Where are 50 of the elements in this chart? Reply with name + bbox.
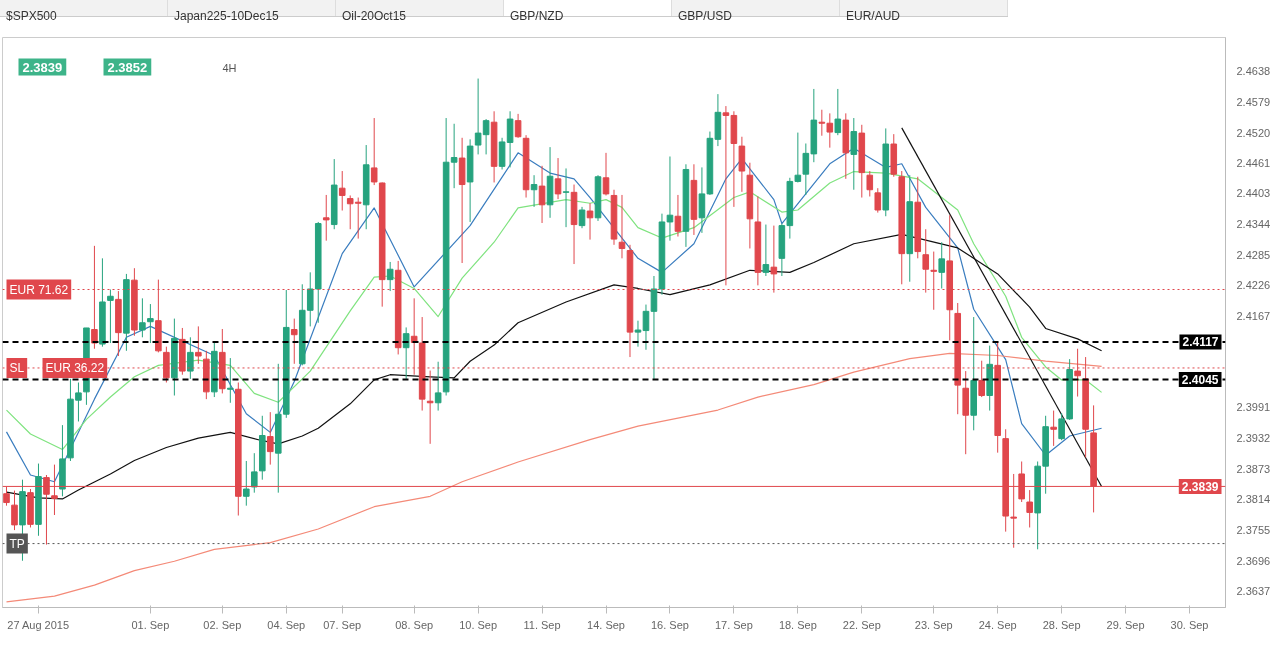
ref-line-label: 2.4117 (1182, 335, 1219, 350)
x-tick-label: 30. Sep (1170, 618, 1209, 631)
x-tick-label: 02. Sep (203, 618, 242, 631)
x-tick-label: 08. Sep (395, 618, 434, 631)
x-tick-label: 17. Sep (714, 618, 753, 631)
y-tick-label: 2.4403 (1236, 187, 1271, 200)
text: Japan225-10Dec15 (173, 8, 280, 23)
x-tick-label: 16. Sep (650, 618, 689, 631)
annotation: 2.3839 (22, 59, 63, 75)
y-tick-label: 2.3637 (1236, 585, 1271, 598)
annotation: 2.3852 (107, 59, 148, 75)
y-tick-label: 2.3932 (1236, 432, 1271, 445)
x-tick-label: 18. Sep (778, 618, 817, 631)
y-tick-label: 2.4638 (1236, 65, 1271, 78)
y-tick-label: 2.3991 (1236, 401, 1271, 414)
x-tick-label: 24. Sep (978, 618, 1017, 631)
ref-line-label: TP (9, 536, 25, 551)
text: EUR/AUD (845, 8, 901, 23)
text: GBP/USD (677, 8, 733, 23)
x-tick-label: 22. Sep (842, 618, 881, 631)
ref-line-label: SL (9, 360, 25, 375)
x-tick-label: 01. Sep (131, 618, 170, 631)
y-tick-label: 2.4167 (1236, 310, 1271, 323)
x-tick-label: 27 Aug 2015 (7, 618, 70, 631)
x-tick-label: 07. Sep (323, 618, 362, 631)
text: Oil-20Oct15 (341, 8, 408, 23)
x-tick-label: 28. Sep (1042, 618, 1081, 631)
x-tick-label: 29. Sep (1106, 618, 1145, 631)
annotation: EUR 36.22 (45, 360, 105, 375)
chart-title: GBP/NZD (509, 8, 565, 23)
annotation: 4H (222, 61, 237, 74)
y-tick-label: 2.4344 (1236, 218, 1271, 231)
y-tick-label: 2.4520 (1236, 126, 1271, 139)
y-tick-label: 2.3873 (1236, 462, 1271, 475)
y-tick-label: 2.4461 (1236, 157, 1271, 170)
y-tick-label: 2.3755 (1236, 524, 1271, 537)
ref-line-label: 2.4045 (1181, 372, 1219, 387)
x-tick-label: 10. Sep (459, 618, 498, 631)
y-tick-label: 2.4579 (1236, 95, 1271, 108)
x-tick-label: 14. Sep (587, 618, 625, 631)
y-tick-label: 2.4285 (1236, 248, 1271, 261)
y-tick-label: 2.3814 (1236, 493, 1271, 506)
y-tick-label: 2.4226 (1236, 279, 1271, 292)
ref-line-label: 2.3839 (1181, 479, 1219, 494)
y-tick-label: 2.3696 (1236, 554, 1271, 567)
text: $SPX500 (5, 8, 58, 23)
x-tick-label: 11. Sep (523, 618, 561, 631)
x-tick-label: 04. Sep (267, 618, 306, 631)
x-tick-label: 23. Sep (914, 618, 953, 631)
ref-line-label: EUR 71.62 (9, 282, 69, 297)
